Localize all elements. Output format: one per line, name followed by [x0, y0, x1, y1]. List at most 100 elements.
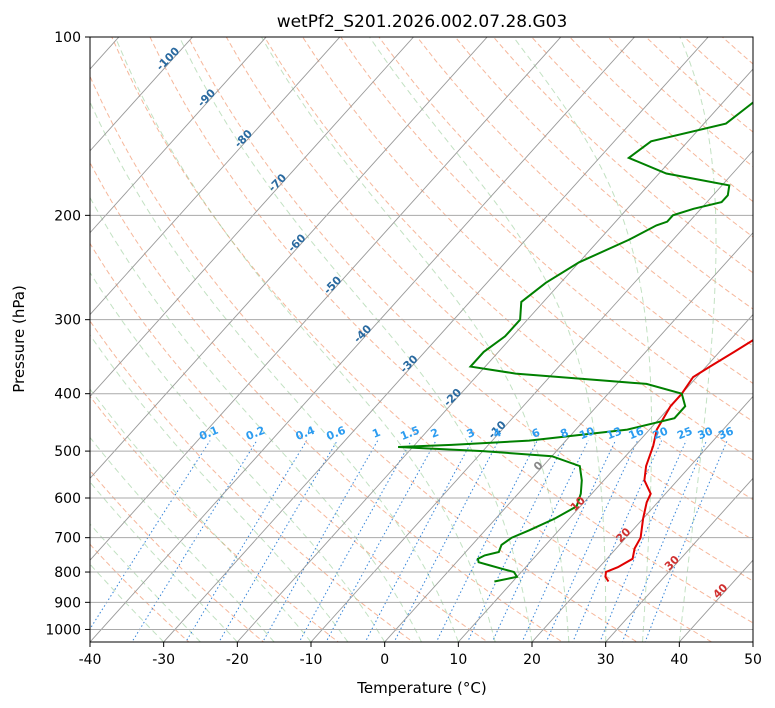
x-tick-label: 40	[670, 652, 688, 668]
moist-adiabat-line	[369, 37, 607, 642]
mixing-ratio-label: 8	[558, 426, 570, 441]
dewpoint-line	[398, 101, 753, 583]
isotherm-label: -30	[397, 352, 420, 375]
y-tick-label: 500	[54, 444, 81, 460]
isotherm-line	[0, 24, 57, 654]
x-tick-label: -40	[79, 652, 102, 668]
isotherm-label: 10	[568, 494, 588, 514]
isotherm-line	[384, 232, 753, 642]
x-tick-label: 50	[744, 652, 762, 668]
mixing-ratio-label: 0.4	[294, 424, 317, 443]
y-tick-label: 100	[54, 30, 81, 46]
dry-adiabat-line	[187, 37, 753, 582]
isotherm-line	[90, 37, 488, 479]
isotherm-line	[457, 313, 753, 642]
moist-adiabat-line	[90, 563, 165, 642]
moist-adiabat-line	[678, 37, 717, 642]
isotherm-label: -80	[232, 127, 255, 150]
mixing-ratio-label: 13	[605, 424, 624, 442]
dry-adiabat-line	[90, 395, 340, 642]
mixing-ratio-line	[521, 440, 616, 642]
mixing-ratio-line	[325, 440, 437, 642]
isotherm-line	[90, 37, 562, 561]
mixing-ratio-line	[491, 440, 589, 642]
temperature-line	[604, 339, 753, 583]
isotherm-label: -40	[351, 322, 374, 345]
mixing-ratio-line	[364, 440, 473, 642]
y-tick-label: 800	[54, 565, 81, 581]
isotherm-line	[678, 559, 753, 642]
x-tick-label: -30	[152, 652, 175, 668]
moist-adiabat-line	[90, 523, 201, 642]
isotherm-label: 40	[710, 581, 730, 601]
mixing-ratio-line	[466, 440, 567, 642]
dry-adiabat-line	[90, 242, 489, 642]
mixing-ratio-line	[218, 440, 338, 642]
x-tick-label: -10	[300, 652, 323, 668]
mixing-ratio-label: 1.5	[399, 424, 422, 443]
moist-adiabat-line	[90, 481, 238, 642]
mixing-ratio-label: 2	[429, 426, 441, 441]
moist-adiabat-line	[512, 37, 653, 642]
moist-adiabat-line	[90, 196, 422, 642]
dry-adiabat-line	[761, 37, 775, 654]
background-lines	[0, 24, 775, 654]
isotherm-label: 20	[613, 525, 633, 545]
moist-adiabat-line	[114, 37, 496, 642]
mixing-ratio-line	[298, 440, 412, 642]
mixing-ratio-line	[599, 440, 687, 642]
pressure-grid	[90, 37, 753, 630]
chart-title: wetPf2_S201.2026.002.07.28.G03	[277, 12, 568, 32]
isotherm-line	[90, 37, 267, 234]
axes: -40 -30 -20 -10 0 10 20 30 40 5010009008007006005…	[45, 30, 762, 668]
dry-adiabat-line	[90, 161, 564, 642]
x-tick-label: -20	[226, 652, 249, 668]
moist-adiabat-line	[178, 37, 533, 642]
mixing-ratio-label: 0.1	[197, 424, 220, 443]
isotherm-line	[752, 641, 753, 642]
x-tick-label: 0	[380, 652, 389, 668]
isotherm-label: -70	[266, 171, 289, 194]
dry-adiabat-line	[378, 37, 753, 385]
y-tick-label: 200	[54, 208, 81, 224]
dry-adiabat-line	[721, 37, 753, 65]
dry-adiabat-line	[149, 37, 753, 624]
isotherm-line	[163, 37, 709, 642]
dry-adiabat-line	[90, 543, 190, 642]
isotherm-line	[531, 395, 753, 642]
mixing-ratio-line	[621, 440, 708, 642]
plot-frame	[89, 36, 754, 643]
x-tick-label: 30	[597, 652, 615, 668]
isotherm-line	[310, 150, 753, 642]
isotherm-line	[90, 37, 341, 316]
mixing-ratio-label: 30	[696, 424, 715, 442]
isotherm-line	[605, 477, 753, 642]
y-tick-label: 600	[54, 491, 81, 507]
line-labels: -100-90-80-70-60-50-40-30-20-10010203040…	[154, 44, 736, 601]
y-tick-label: 900	[54, 595, 81, 611]
mixing-ratio-label: 16	[627, 424, 646, 442]
dry-adiabat-line	[340, 37, 753, 423]
mixing-ratio-line	[90, 440, 211, 630]
profile-lines	[398, 101, 753, 583]
mixing-ratio-label: 6	[530, 426, 542, 441]
mixing-ratio-line	[435, 440, 538, 642]
mixing-ratio-label: 10	[577, 424, 596, 442]
y-tick-label: 300	[54, 313, 81, 329]
x-tick-label: 10	[449, 652, 467, 668]
moist-adiabat-line	[261, 37, 570, 642]
isotherm-label: -50	[321, 273, 344, 296]
mixing-ratio-line	[545, 440, 638, 642]
mixing-ratio-line	[262, 440, 379, 642]
mixing-ratio-line	[131, 440, 258, 642]
mixing-ratio-label: 25	[675, 424, 694, 442]
mixing-ratio-line	[393, 440, 500, 642]
dry-adiabat-line	[493, 37, 753, 274]
mixing-ratio-label: 0.2	[244, 424, 267, 443]
isotherm-label: 30	[662, 553, 682, 573]
dry-adiabat-line	[225, 37, 753, 541]
dry-adiabat-line	[454, 37, 753, 310]
moist-adiabat-line	[90, 271, 386, 642]
mixing-ratio-label: 3	[465, 426, 477, 441]
